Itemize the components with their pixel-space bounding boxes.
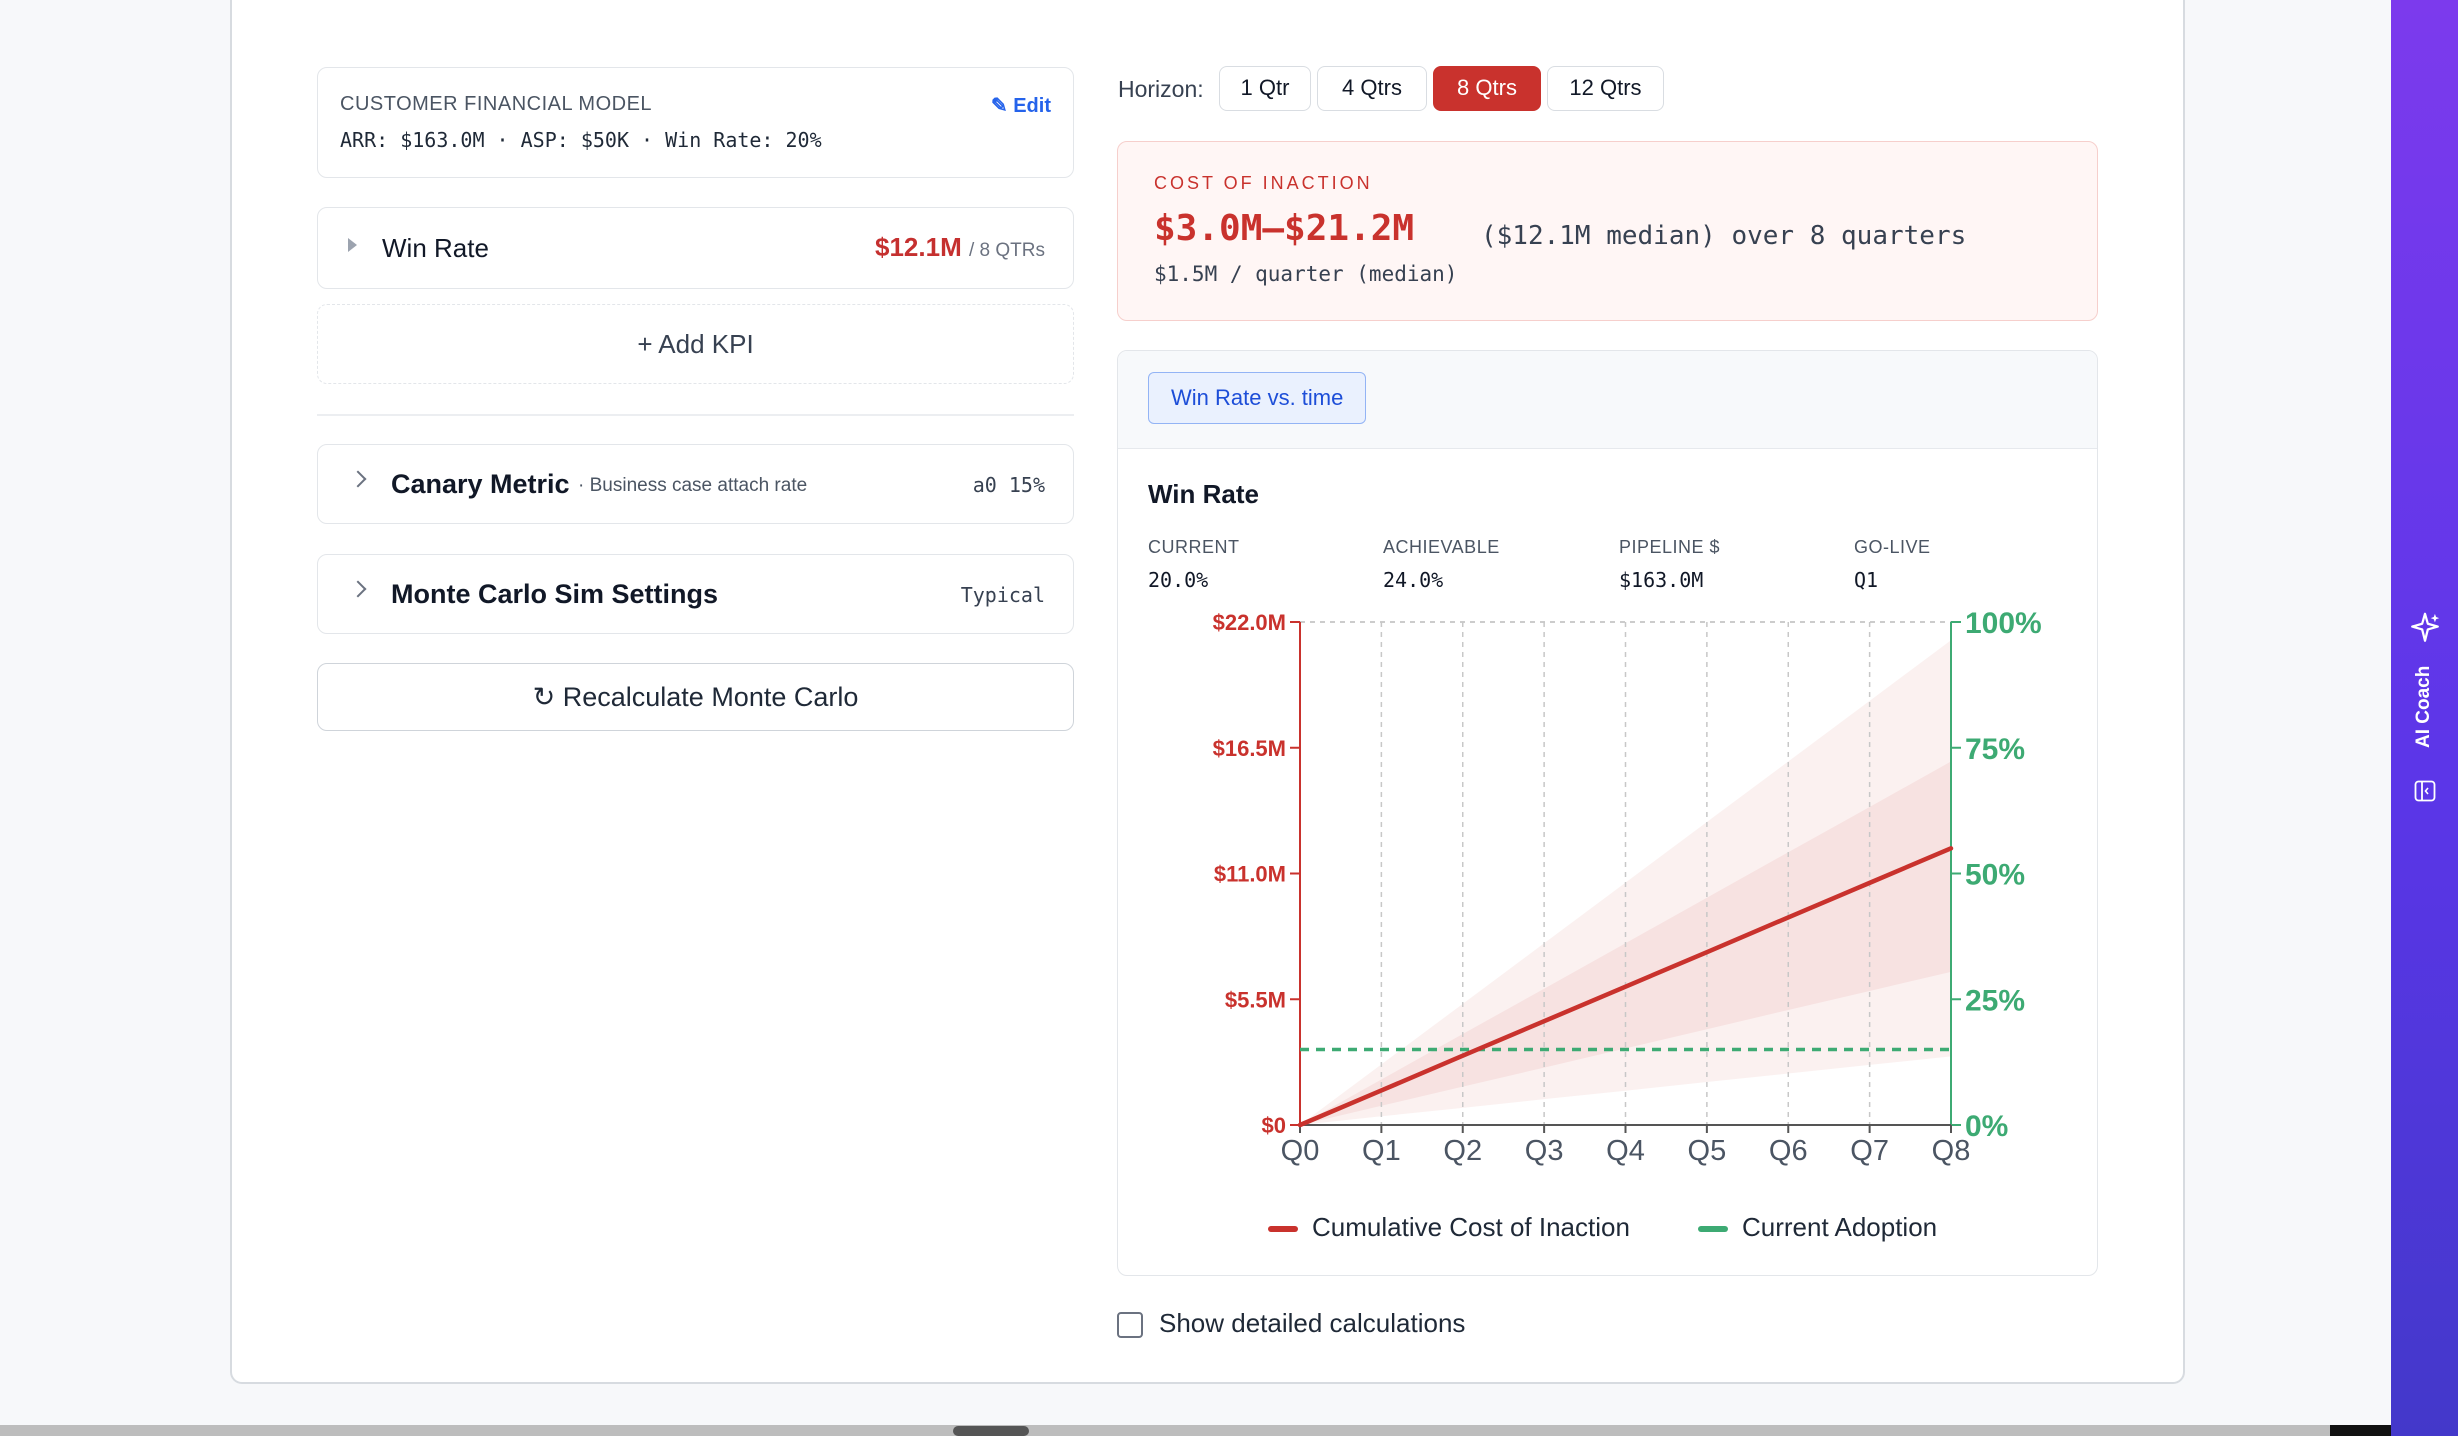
divider <box>317 414 1074 416</box>
monte-carlo-settings-row[interactable]: Monte Carlo Sim Settings Typical <box>317 554 1074 634</box>
kpi-name: Win Rate <box>382 233 489 263</box>
scrollbar-thumb[interactable] <box>953 1426 1029 1436</box>
canary-metric-subtitle: · Business case attach rate <box>578 475 808 496</box>
monte-carlo-value: Typical <box>960 583 1045 607</box>
cost-of-inaction-label: COST OF INACTION <box>1154 173 1373 193</box>
stat-achievable: ACHIEVABLE 24.0% <box>1383 537 1500 592</box>
stat-go-live: GO-LIVE Q1 <box>1854 537 1931 592</box>
kpi-row-win-rate[interactable]: Win Rate $12.1M / 8 QTRs <box>317 207 1074 289</box>
kpi-value: $12.1M / 8 QTRs <box>875 232 1045 262</box>
edit-link[interactable]: ✎ Edit <box>990 95 1051 117</box>
recalculate-label: ↻ Recalculate Monte Carlo <box>532 682 859 712</box>
financial-model-box: CUSTOMER FINANCIAL MODEL ✎ Edit ARR: $16… <box>317 67 1074 178</box>
show-detailed-calculations[interactable]: Show detailed calculations <box>1117 1308 1465 1339</box>
sparkle-icon[interactable] <box>2408 611 2442 645</box>
stat-label: GO-LIVE <box>1854 537 1931 557</box>
chevron-right-icon[interactable] <box>349 580 367 598</box>
horizon-8-qtrs-button[interactable]: 8 Qtrs <box>1433 66 1541 111</box>
scrollbar-corner <box>2330 1425 2391 1436</box>
cost-of-inaction-box: COST OF INACTION $3.0M–$21.2M ($12.1M me… <box>1117 141 2098 321</box>
chart-panel-header: Win Rate vs. time <box>1118 351 2097 449</box>
horizon-4-qtrs-button[interactable]: 4 Qtrs <box>1317 66 1427 111</box>
tab-win-rate-vs-time[interactable]: Win Rate vs. time <box>1148 372 1367 424</box>
horizon-label: Horizon: <box>1118 76 1204 102</box>
canary-metric-title: Canary Metric <box>391 469 570 499</box>
canary-metric-row[interactable]: Canary Metric · Business case attach rat… <box>317 444 1074 524</box>
stat-value: 24.0% <box>1383 568 1444 592</box>
legend-swatch <box>1698 1226 1728 1233</box>
legend-item-cost: Cumulative Cost of Inaction <box>1268 1212 1630 1243</box>
horizon-12-qtrs-button[interactable]: 12 Qtrs <box>1547 66 1664 111</box>
ai-coach-label: AI Coach <box>2413 665 2434 748</box>
add-kpi-label: + Add KPI <box>637 329 754 359</box>
stat-label: ACHIEVABLE <box>1383 537 1500 557</box>
stat-label: CURRENT <box>1148 537 1240 557</box>
add-kpi-button[interactable]: + Add KPI <box>317 304 1074 384</box>
stat-value: 20.0% <box>1148 568 1209 592</box>
chevron-right-icon[interactable] <box>349 470 367 488</box>
legend-label: Current Adoption <box>1742 1212 1938 1242</box>
stat-pipeline: PIPELINE $ $163.0M <box>1619 537 1720 592</box>
checkbox-label: Show detailed calculations <box>1159 1308 1466 1338</box>
stat-current: CURRENT 20.0% <box>1148 537 1240 592</box>
caret-right-icon[interactable] <box>348 238 357 252</box>
panel-toggle-icon[interactable] <box>2414 780 2436 802</box>
canary-metric-value: a0 15% <box>972 473 1045 497</box>
checkbox[interactable] <box>1117 1312 1143 1339</box>
monte-carlo-title: Monte Carlo Sim Settings <box>391 579 719 609</box>
legend-item-adoption: Current Adoption <box>1698 1212 1937 1243</box>
ai-coach-sidebar[interactable]: AI Coach <box>2391 0 2458 1436</box>
horizon-1-qtr-button[interactable]: 1 Qtr <box>1219 66 1311 111</box>
kpi-period: / 8 QTRs <box>968 240 1045 261</box>
chart-title: Win Rate <box>1148 479 1259 509</box>
stat-value: $163.0M <box>1619 568 1704 592</box>
financial-model-title: CUSTOMER FINANCIAL MODEL <box>340 93 653 115</box>
cost-per-quarter: $1.5M / quarter (median) <box>1154 262 1458 286</box>
legend-swatch <box>1268 1226 1298 1233</box>
horizontal-scrollbar[interactable] <box>0 1425 2330 1436</box>
recalculate-button[interactable]: ↻ Recalculate Monte Carlo <box>317 663 1074 731</box>
stat-label: PIPELINE $ <box>1619 537 1721 557</box>
cost-of-inaction-range: $3.0M–$21.2M <box>1154 208 1415 249</box>
cost-of-inaction-detail: ($12.1M median) over 8 quarters <box>1481 221 1967 251</box>
financial-model-summary: ARR: $163.0M · ASP: $50K · Win Rate: 20% <box>340 128 822 152</box>
chart-panel: Win Rate vs. time Win Rate CURRENT 20.0%… <box>1117 350 2098 1276</box>
stat-value: Q1 <box>1854 568 1879 592</box>
legend-label: Cumulative Cost of Inaction <box>1312 1212 1630 1242</box>
